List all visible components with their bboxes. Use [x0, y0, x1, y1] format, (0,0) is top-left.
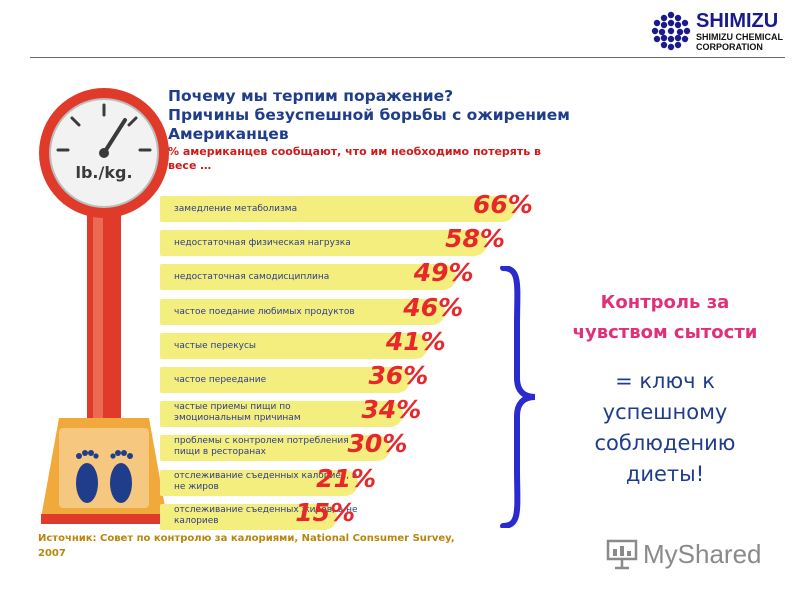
title-block: Почему мы терпим поражение? Причины безу… — [168, 87, 570, 173]
bar-label-2: недостаточная физическая нагрузка — [174, 238, 351, 249]
logo-subtitle-1: SHIMIZU CHEMICAL — [696, 32, 783, 42]
bar-value-2: 58% — [445, 224, 505, 254]
key-callout: = ключ к успешному соблюдению диеты! — [560, 366, 770, 490]
bar-9 — [160, 469, 359, 496]
header-divider — [30, 57, 785, 58]
source-note: Источник: Совет по контролю за калориями… — [38, 533, 455, 559]
bar-value-10: 15% — [295, 497, 356, 527]
bar-value-4: 46% — [403, 292, 464, 322]
bar-value-3: 49% — [413, 258, 474, 288]
bar-label-4: частое поедание любимых продуктов — [174, 306, 355, 317]
key-line-3: соблюдению — [594, 431, 736, 455]
bar-10 — [160, 503, 338, 530]
bar-label-7: частые приемы пищи по эмоциональным прич… — [174, 402, 301, 424]
title-line-2: Причины безуспешной борьбы с ожирением — [168, 106, 570, 124]
watermark-text: MyShared — [643, 539, 762, 569]
bar-value-9: 21% — [316, 463, 377, 493]
bathroom-scale-illustration: lb./kg. — [39, 88, 169, 524]
footprints-icon — [76, 450, 133, 503]
bar-label-1: замедление метаболизма — [174, 204, 298, 214]
presentation-icon — [606, 539, 638, 570]
title-line-1: Почему мы терпим поражение? — [168, 87, 454, 105]
control-callout: Контроль за чувством сытости — [555, 288, 775, 348]
right-brace-icon — [500, 266, 536, 528]
bar-8 — [160, 435, 390, 462]
bar-7 — [160, 401, 404, 428]
bar-label-9: отслеживание съеденных калориев, а не жи… — [174, 470, 358, 492]
bar-1 — [160, 196, 515, 222]
bar-value-7: 34% — [361, 395, 422, 425]
key-line-1: = ключ к — [615, 369, 715, 393]
scale-needle — [102, 118, 127, 155]
bar-value-8: 30% — [347, 429, 408, 459]
bar-5 — [160, 332, 428, 359]
bar-6 — [160, 367, 411, 393]
bar-value-1: 66% — [473, 190, 533, 219]
bar-value-5: 41% — [385, 326, 446, 356]
bar-value-6: 36% — [368, 361, 429, 390]
scale-column — [87, 208, 121, 423]
bar-label-5: частые перекусы — [174, 340, 257, 351]
bar-label-10: отслеживание съеденных жиров, а не калор… — [174, 504, 358, 526]
chart-subtitle: % американцев сообщают, что им необходим… — [168, 145, 541, 172]
logo-dots-icon — [651, 11, 691, 51]
scale-dial-label: lb./kg. — [75, 163, 132, 182]
bar-3 — [160, 264, 456, 291]
bar-4 — [160, 298, 446, 325]
bar-label-8: проблемы с контролем потребления пищи в … — [174, 436, 349, 458]
bar-label-6: частое переедание — [174, 375, 267, 385]
control-line-2: чувством сытости — [572, 322, 758, 343]
control-line-1: Контроль за — [600, 292, 730, 313]
logo-subtitle-2: CORPORATION — [696, 42, 763, 52]
key-line-4: диеты! — [625, 462, 705, 486]
key-line-2: успешному — [602, 400, 728, 424]
shimizu-logo: SHIMIZU SHIMIZU CHEMICAL CORPORATION — [650, 10, 790, 52]
logo-name: SHIMIZU — [696, 10, 779, 32]
bar-2 — [160, 230, 488, 257]
scale-base — [41, 418, 167, 518]
title-line-3: Американцев — [168, 125, 289, 143]
myshared-watermark: MyShared — [605, 535, 775, 575]
bar-label-3: недостаточная самодисциплина — [174, 272, 330, 283]
